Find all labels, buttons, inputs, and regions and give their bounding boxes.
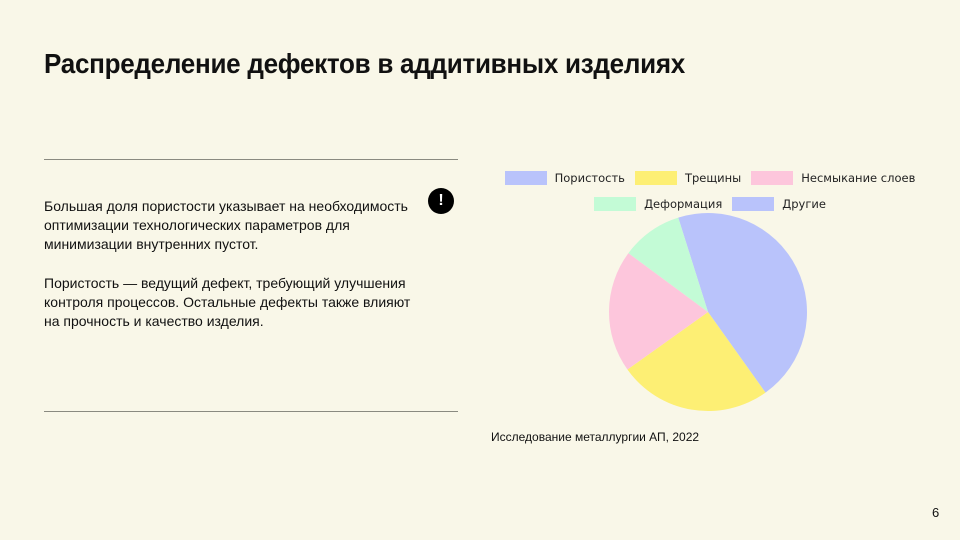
insight-paragraph-2: Пористость — ведущий дефект, требующий у… <box>44 275 411 329</box>
page-number: 6 <box>932 505 940 520</box>
legend-swatch <box>634 171 677 185</box>
pie-slice <box>609 253 708 370</box>
legend-swatch <box>751 171 794 185</box>
pie-chart <box>609 213 807 411</box>
legend-label: Трещины <box>684 171 742 185</box>
legend-row: Пористость Трещины Несмыкание слоев <box>490 165 930 191</box>
divider-bottom <box>44 411 458 412</box>
pie-slice <box>627 312 766 411</box>
slide-title: Распределение дефектов в аддитивных изде… <box>44 48 685 79</box>
exclamation-circle-icon: ! <box>428 188 454 214</box>
legend-item: Несмыкание слоев <box>751 171 915 185</box>
legend-label: Несмыкание слоев <box>801 171 916 185</box>
divider-top <box>44 159 458 160</box>
legend-item: Другие <box>732 197 826 211</box>
legend-swatch <box>594 197 637 211</box>
insight-paragraph-1: Большая доля пористости указывает на нео… <box>44 198 408 252</box>
legend-swatch <box>504 171 547 185</box>
chart-legend: Пористость Трещины Несмыкание слоев Деформ… <box>490 165 930 217</box>
pie-slice <box>628 217 708 312</box>
pie-slice <box>678 213 807 393</box>
chart-source: Исследование металлургии АП, 2022 <box>491 430 700 444</box>
legend-item: Деформация <box>594 197 722 211</box>
legend-swatch <box>732 197 775 211</box>
legend-row: Деформация Другие <box>490 191 930 217</box>
legend-item: Пористость <box>504 171 625 185</box>
legend-label: Другие <box>782 197 826 211</box>
legend-label: Деформация <box>644 197 723 211</box>
legend-label: Пористость <box>554 171 625 185</box>
legend-item: Трещины <box>634 171 742 185</box>
